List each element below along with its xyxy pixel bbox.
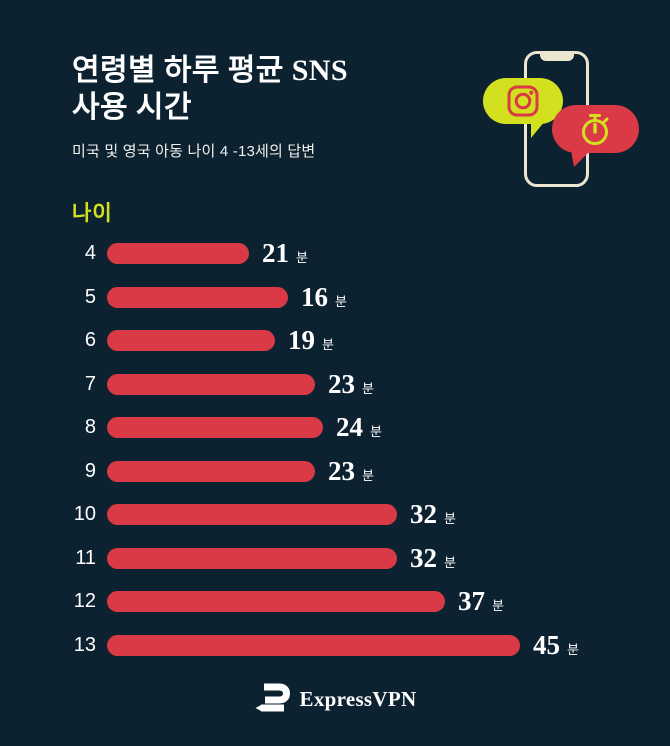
value-label: 37 분 [458, 586, 504, 617]
title-line-1: 연령별 하루 평균 SNS [72, 54, 348, 87]
value-bar [107, 417, 323, 439]
age-label: 11 [75, 546, 96, 569]
age-label: 9 [84, 459, 96, 482]
value-bar [107, 504, 397, 526]
value-label: 23 분 [328, 455, 374, 486]
instagram-bubble [483, 78, 563, 138]
phone-illustration [470, 30, 670, 200]
chart-row: 9 23 분 [60, 450, 640, 494]
unit-label: 분 [567, 641, 579, 657]
chart-row: 7 23 분 [60, 363, 640, 407]
value-bar [107, 547, 397, 569]
unit-label: 분 [444, 511, 456, 527]
value-label: 21 분 [262, 238, 308, 269]
chart-row: 10 32 분 [60, 493, 640, 537]
expressvpn-logo-icon [254, 682, 290, 717]
value-label: 16 분 [301, 281, 347, 312]
age-label: 12 [73, 590, 96, 613]
value-label: 19 분 [288, 325, 334, 356]
value-bar [107, 373, 315, 395]
title-line-2: 사용 시간 [72, 91, 192, 124]
chart-row: 13 45 분 [60, 624, 640, 668]
unit-label: 분 [362, 467, 374, 483]
category-axis-label: 나이 [72, 202, 113, 225]
chart-row: 5 16 분 [60, 276, 640, 320]
expressvpn-wordmark: ExpressVPN [299, 687, 417, 711]
age-label: 4 [84, 242, 96, 265]
unit-label: 분 [370, 424, 382, 440]
value-label: 32 분 [410, 542, 456, 573]
unit-label: 분 [322, 337, 334, 353]
chart-row: 12 37 분 [60, 580, 640, 624]
instagram-icon [506, 84, 540, 123]
value-bar [107, 286, 288, 308]
value-bar [107, 460, 315, 482]
page-title: 연령별 하루 평균 SNS 사용 시간 [72, 52, 348, 126]
age-label: 6 [84, 329, 96, 352]
age-label: 13 [73, 633, 96, 656]
chart-rows: 4 21 분 5 16 분 6 19 분 7 23 분 8 24 분 9 23 분 10 32 분 11 32 분 12 37 분 1… [60, 232, 640, 667]
value-label: 23 분 [328, 368, 374, 399]
value-bar [107, 591, 445, 613]
footer-logo: ExpressVPN [0, 682, 670, 717]
value-bar [107, 634, 520, 656]
chart-row: 6 19 분 [60, 319, 640, 363]
value-label: 45 분 [533, 629, 579, 660]
value-label: 24 분 [336, 412, 382, 443]
age-label: 10 [73, 503, 96, 526]
unit-label: 분 [492, 598, 504, 614]
timer-bubble [552, 105, 639, 167]
subtitle: 미국 및 영국 아동 나이 4 -13세의 답변 [72, 143, 316, 160]
chart-row: 8 24 분 [60, 406, 640, 450]
phone-notch [539, 54, 574, 61]
unit-label: 분 [444, 554, 456, 570]
chart-row: 4 21 분 [60, 232, 640, 276]
age-label: 5 [84, 285, 96, 308]
unit-label: 분 [335, 293, 347, 309]
value-label: 32 분 [410, 499, 456, 530]
age-label: 8 [84, 416, 96, 439]
unit-label: 분 [362, 380, 374, 396]
header: 연령별 하루 평균 SNS 사용 시간 미국 및 영국 아동 나이 4 -13세… [72, 52, 348, 161]
stopwatch-icon [578, 112, 612, 151]
value-bar [107, 243, 249, 265]
chart-row: 11 32 분 [60, 537, 640, 581]
age-label: 7 [84, 372, 96, 395]
value-bar [107, 330, 275, 352]
unit-label: 분 [296, 250, 308, 266]
